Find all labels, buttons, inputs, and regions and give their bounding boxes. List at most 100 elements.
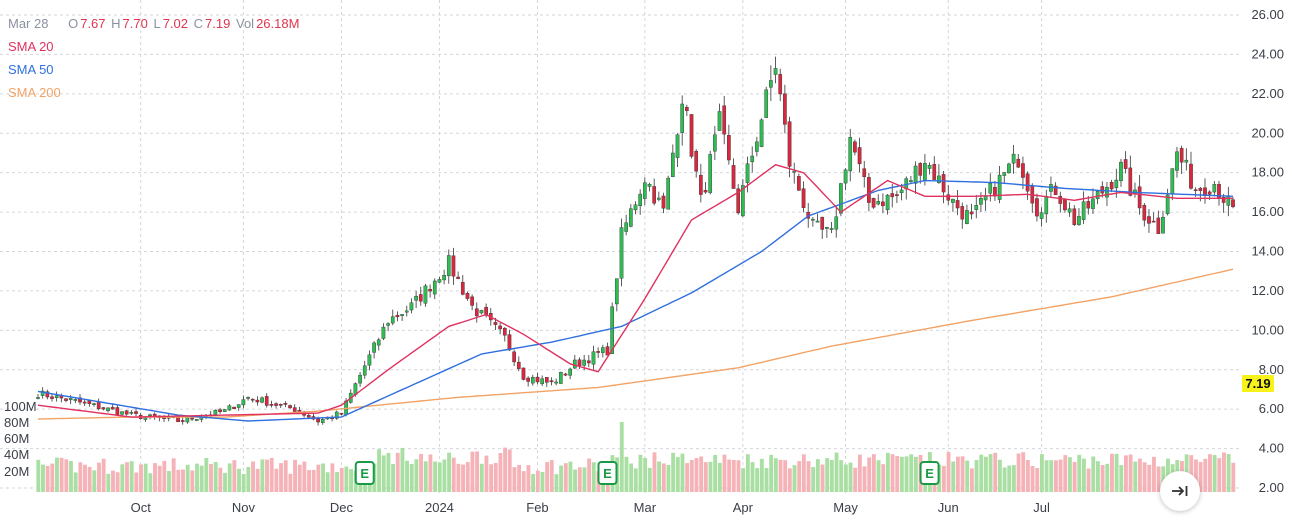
volume-bar (731, 459, 736, 492)
price-tick-label: 6.00 (1259, 401, 1284, 416)
volume-bar (59, 457, 64, 492)
volume-bar (1105, 463, 1110, 492)
candle-body (1058, 195, 1063, 204)
volume-bar (288, 473, 293, 492)
candle-body (792, 170, 797, 173)
volume-bar (50, 463, 55, 492)
volume-bar (1011, 465, 1016, 492)
candle-body (1221, 197, 1226, 203)
price-tag-value: 7.19 (1245, 376, 1270, 391)
candle-body (843, 169, 848, 184)
time-tick-label: May (833, 500, 858, 515)
volume-bar (1119, 465, 1124, 492)
volume-value: 26.18M (256, 16, 300, 31)
volume-bar (895, 455, 900, 492)
candle-body (465, 293, 470, 299)
volume-bar (862, 466, 867, 492)
candle-body (927, 164, 932, 169)
go-to-latest-icon (1172, 486, 1188, 496)
volume-bar (652, 452, 657, 492)
candle-body (1077, 216, 1081, 225)
volume-tick-label: 60M (4, 431, 29, 446)
volume-bar (867, 457, 872, 492)
candle-body (633, 204, 638, 211)
volume-bar (745, 454, 750, 492)
candle-body (759, 119, 764, 147)
volume-bar (171, 458, 176, 492)
volume-bar (311, 469, 316, 492)
candle-body (1035, 198, 1039, 217)
candle-body (255, 399, 260, 403)
volume-bar (941, 465, 946, 492)
candle-body (657, 197, 661, 200)
volume-bar (204, 457, 209, 492)
candle-body (596, 351, 600, 353)
candle-body (358, 374, 362, 384)
candle-body (820, 216, 825, 230)
candle-body (451, 255, 456, 277)
candle-body (909, 180, 913, 182)
candle-body (502, 327, 507, 336)
sma20-line (37, 164, 1233, 418)
candle-body (432, 280, 437, 295)
candle-body (1081, 201, 1086, 220)
earnings-marker: E (597, 461, 618, 485)
candle-body (442, 275, 446, 281)
candle-body (40, 390, 45, 396)
volume-bar (974, 459, 979, 492)
earnings-letter: E (603, 466, 612, 481)
volume-bar (255, 468, 260, 492)
legend-sma50[interactable]: SMA 50 (8, 62, 54, 77)
volume-bar (531, 473, 536, 492)
volume-bar (913, 456, 918, 492)
candle-body (568, 368, 572, 376)
volume-bar (815, 459, 820, 492)
volume-bar (507, 449, 512, 492)
candle-body (316, 418, 320, 423)
candle-body (974, 205, 979, 210)
legend-sma200[interactable]: SMA 200 (8, 85, 61, 100)
candle-body (250, 398, 255, 401)
volume-bar (1025, 459, 1030, 492)
volume-bar (162, 460, 167, 492)
candle-body (227, 405, 232, 411)
earnings-badge (919, 461, 940, 485)
volume-bar (1147, 464, 1152, 492)
volume-bar (787, 468, 792, 492)
volume-bar (1100, 465, 1105, 492)
volume-bar (498, 453, 503, 492)
volume-bar (1044, 460, 1049, 492)
volume-bar (442, 459, 447, 492)
volume-bar (213, 461, 218, 492)
legend-sma20[interactable]: SMA 20 (8, 39, 54, 54)
volume-bar (708, 461, 713, 492)
go-to-latest-button[interactable] (1160, 471, 1200, 511)
volume-bar (591, 462, 596, 492)
earnings-letter: E (360, 466, 369, 481)
candle-body (101, 407, 106, 410)
volume-bar (293, 459, 297, 492)
candle-body (526, 377, 530, 382)
volume-bar (78, 462, 83, 492)
volume-bar (55, 457, 59, 492)
candle-body (1072, 208, 1077, 225)
candle-body (979, 198, 983, 205)
candle-body (1063, 199, 1067, 211)
candle-body (1161, 216, 1165, 234)
candle-body (853, 141, 857, 153)
candle-body (372, 342, 376, 353)
candle-body (516, 361, 521, 369)
candle-body (885, 194, 890, 211)
candle-body (115, 407, 120, 415)
price-tick-label: 2.00 (1259, 480, 1284, 495)
candle-body (1109, 182, 1114, 190)
candle-body (671, 152, 675, 178)
volume-bar (638, 454, 643, 492)
volume-bar (148, 473, 153, 492)
candle-body (64, 398, 68, 401)
volume-bar (829, 459, 834, 492)
candle-body (941, 174, 946, 193)
volume-bar (241, 474, 246, 492)
volume-bar (461, 464, 466, 492)
